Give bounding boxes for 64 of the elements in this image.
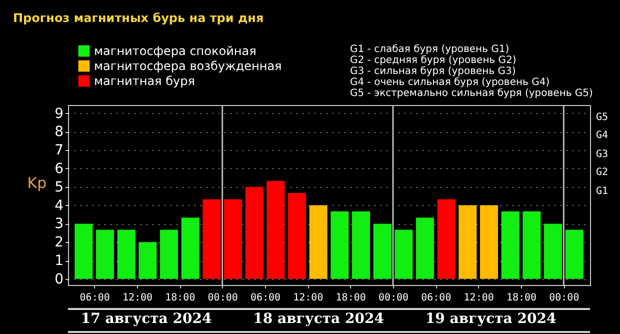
text: G5 - экстремально сильная буря (уровень G5)	[350, 88, 593, 99]
bar	[96, 230, 114, 279]
text: G1 - слабая буря (уровень G1)	[350, 44, 510, 55]
bar	[437, 199, 456, 279]
bar	[224, 199, 242, 279]
bar	[501, 211, 520, 279]
x-tick-label: 18:00	[506, 292, 537, 304]
text: G4	[596, 130, 608, 142]
text: G3 - сильная буря (уровень G3)	[350, 66, 516, 77]
chart-title: Прогноз магнитных бурь на три дня	[13, 11, 264, 25]
text: 18 августа 2024	[253, 311, 384, 327]
y-tick-label: 7	[54, 142, 64, 159]
bar	[565, 230, 584, 279]
bar	[160, 230, 178, 279]
y-tick-label: 1	[54, 253, 64, 270]
y-axis-title: Kp	[27, 174, 47, 192]
bar	[74, 224, 93, 279]
text: G5	[596, 112, 608, 123]
text: G4 - очень сильная буря (уровень G4)	[350, 77, 550, 88]
x-tick-label: 18:00	[165, 292, 196, 304]
legend-label: магнитная буря	[94, 74, 195, 88]
x-tick-label: 12:00	[293, 292, 324, 304]
bar	[458, 205, 477, 279]
bar	[266, 180, 285, 279]
y-tick-label: 0	[54, 271, 64, 288]
y-tick-label: 4	[54, 198, 64, 214]
bar	[138, 242, 157, 279]
x-tick-label: 00:00	[378, 292, 409, 304]
x-tick-label: 18:00	[336, 292, 366, 304]
y-tick-label: 2	[54, 234, 64, 251]
text: G3	[596, 148, 608, 160]
bar	[288, 192, 306, 279]
bar	[352, 211, 370, 279]
bar	[309, 205, 328, 279]
bar	[480, 205, 498, 279]
x-tick-label: 06:00	[80, 292, 110, 304]
x-tick-label: 00:00	[549, 292, 580, 304]
y-tick-label: 8	[54, 124, 64, 140]
bar	[202, 199, 221, 279]
y-tick-label: 6	[54, 160, 64, 177]
bar	[522, 211, 541, 279]
y-tick-label: 9	[54, 106, 64, 122]
bar	[117, 230, 136, 279]
x-tick-label: 12:00	[122, 292, 153, 304]
bar	[245, 186, 264, 279]
text: G2	[596, 167, 608, 178]
x-tick-label: 06:00	[250, 292, 281, 304]
text: 19 августа 2024	[425, 311, 556, 327]
text: 17 августа 2024	[80, 311, 212, 327]
y-tick-label: 3	[54, 216, 64, 232]
x-tick-label: 06:00	[421, 292, 452, 304]
bar	[330, 211, 349, 279]
bar	[394, 230, 413, 279]
bar	[544, 224, 562, 279]
x-tick-label: 00:00	[208, 292, 238, 304]
text: G1	[596, 186, 608, 197]
legend-label: магнитосфера возбужденная	[94, 59, 282, 73]
x-tick-label: 12:00	[464, 292, 494, 304]
y-tick-label: 5	[54, 179, 64, 196]
bar	[181, 218, 200, 279]
text: G2 - средняя буря (уровень G2)	[350, 55, 516, 66]
legend-label: магнитосфера спокойная	[94, 44, 256, 58]
bar	[416, 218, 434, 279]
bar	[373, 224, 392, 279]
